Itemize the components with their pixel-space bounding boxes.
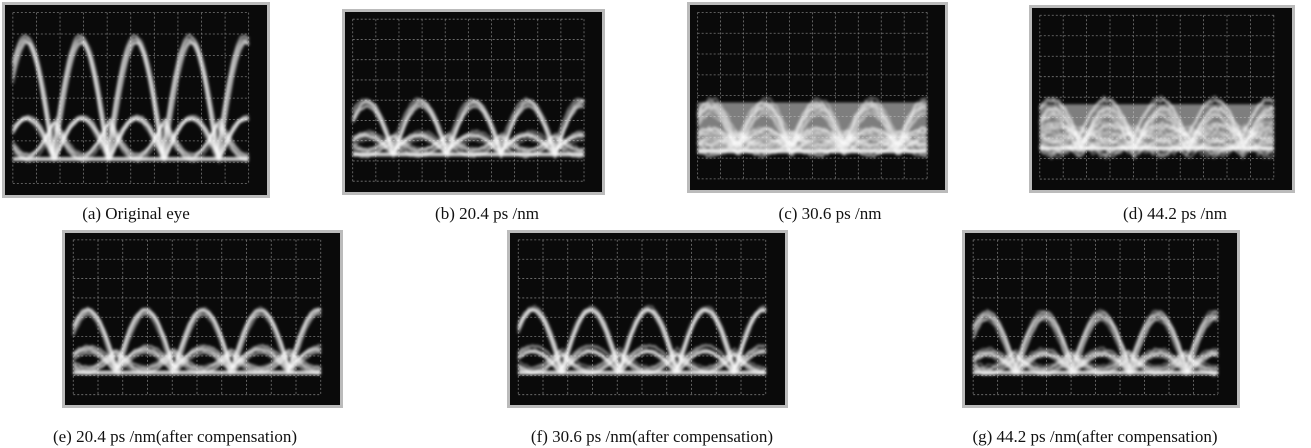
screen [690,5,945,190]
caption: (c) 30.6 ps /nm [779,204,882,223]
eye-trace [12,116,250,162]
eye-trace [697,130,928,150]
screen [510,233,785,405]
eye-traces [1038,95,1275,161]
caption: (d) 44.2 ps /nm [1123,204,1227,223]
eye-panel: (b) 20.4 ps /nm [342,9,605,223]
screen [65,233,340,405]
eye-traces [351,96,585,161]
eye-panel: (c) 30.6 ps /nm [687,2,948,223]
caption: (g) 44.2 ps /nm(after compensation) [972,427,1217,446]
eye-trace [352,129,585,152]
eye-trace [351,99,585,153]
eye-traces [11,33,250,165]
eye-trace [972,350,1219,372]
eye-trace [517,307,766,374]
eye-trace [1039,129,1275,152]
eye-trace [11,36,250,156]
eye-trace [972,352,1219,376]
eye-panel: (g) 44.2 ps /nm(after compensation) [962,230,1240,446]
eye-trace [517,350,767,373]
eye-traces [517,304,767,377]
eye-trace [72,345,322,371]
eye-trace [72,308,322,371]
eye-trace [72,350,322,375]
eye-trace [696,129,928,149]
eye-trace [972,316,1219,376]
eye-trace [696,100,928,152]
eye-trace [352,104,585,161]
eye-traces [972,308,1219,378]
eye-trace [352,130,585,151]
eye-panel: (a) Original eye [2,2,270,223]
eye-trace [72,347,321,369]
caption: (a) Original eye [82,204,190,223]
eye-traces [696,96,928,160]
eye-panel: (f) 30.6 ps /nm(after compensation) [507,230,788,446]
eye-trace [517,343,767,370]
eye-panel: (d) 44.2 ps /nm [1029,5,1295,223]
eye-trace [696,128,928,148]
eye-traces [72,306,322,378]
eye-trace [1038,104,1275,151]
caption: (e) 20.4 ps /nm(after compensation) [53,427,297,446]
eye-trace [11,41,249,160]
eye-panel: (e) 20.4 ps /nm(after compensation) [53,230,343,446]
eye-trace [697,134,928,154]
caption: (b) 20.4 ps /nm [435,204,539,223]
eye-trace [1039,127,1275,147]
caption: (f) 30.6 ps /nm(after compensation) [531,427,773,446]
